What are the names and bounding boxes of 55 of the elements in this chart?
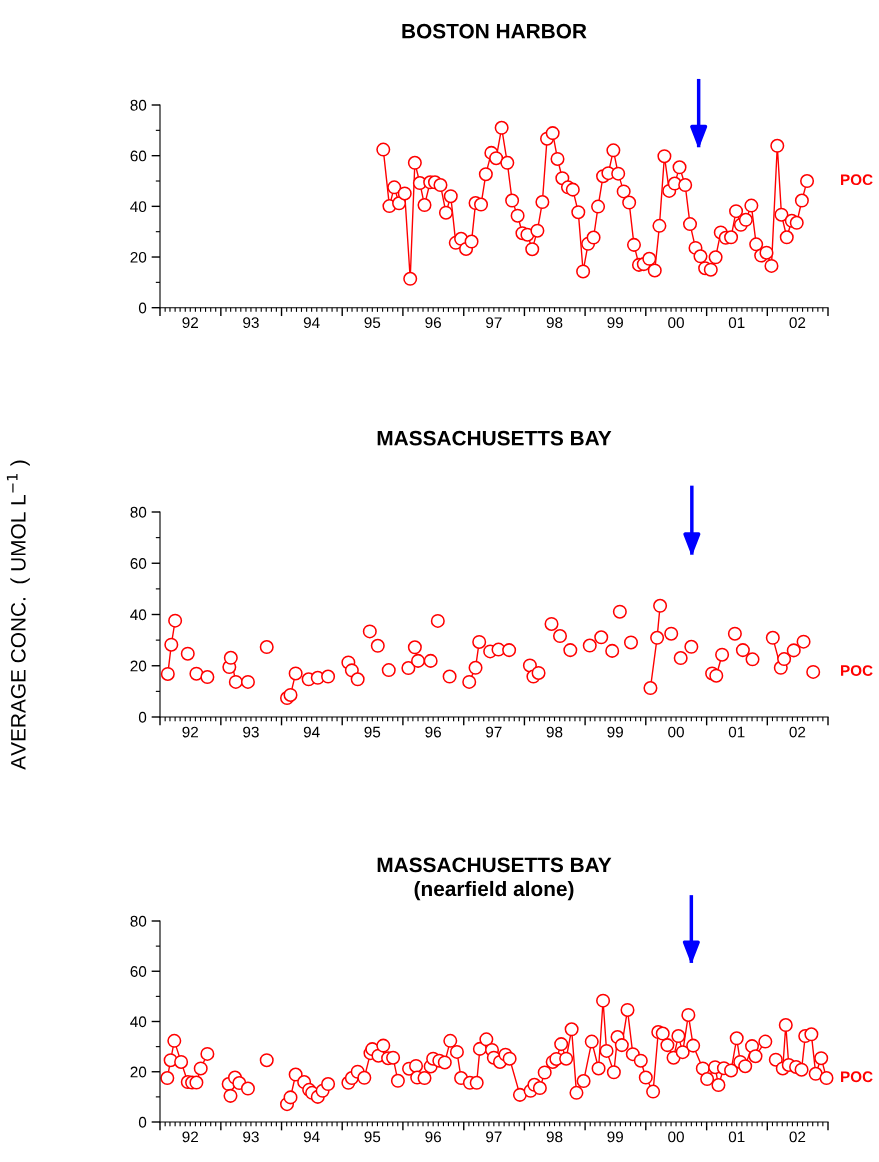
x-tick-label: 94 [303,317,320,329]
x-tick-label: 96 [425,726,441,738]
chart-title: MASSACHUSETTS BAY (nearfield alone) [377,857,612,901]
x-tick-label: 02 [789,317,806,329]
series-label: POC [841,174,873,186]
x-tick-label: 94 [303,726,320,738]
x-tick-label: 94 [303,1131,320,1143]
x-tick-label: 01 [728,317,745,329]
x-tick-label: 95 [364,726,381,738]
y-tick-label: 60 [130,150,147,162]
x-tick-label: 99 [607,726,623,738]
x-tick-label: 92 [182,1131,198,1143]
y-tick-label: 60 [130,966,147,977]
y-tick-label: 40 [130,201,147,213]
chart-title: BOSTON HARBOR [402,23,587,39]
x-tick-label: 01 [728,726,745,738]
y-tick-label: 40 [130,1016,147,1028]
x-tick-label: 00 [668,726,684,738]
y-tick-label: 40 [130,609,147,621]
x-tick-label: 98 [546,1131,563,1143]
x-tick-label: 99 [607,317,623,329]
x-tick-label: 93 [243,1131,259,1143]
x-tick-label: 92 [182,726,198,738]
y-tick-label: 80 [130,99,147,111]
x-tick-label: 98 [546,317,563,329]
chart-title: MASSACHUSETTS BAY [377,430,612,446]
x-tick-label: 95 [364,317,381,329]
y-tick-label: 0 [138,711,147,723]
y-tick-label: 20 [130,251,147,263]
x-tick-label: 00 [668,1131,684,1143]
x-tick-label: 93 [243,317,259,329]
y-tick-label: 80 [130,915,147,927]
x-tick-label: 96 [425,1131,441,1143]
x-tick-label: 01 [728,1131,745,1143]
x-tick-label: 02 [789,726,806,738]
x-tick-label: 97 [486,1131,502,1143]
y-tick-label: 20 [130,1066,147,1078]
x-tick-label: 97 [486,726,502,738]
x-tick-label: 93 [243,726,259,738]
x-tick-label: 97 [486,317,502,329]
x-tick-label: 95 [364,1131,381,1143]
series-label: POC [841,1071,873,1083]
y-tick-label: 0 [138,302,147,314]
x-tick-label: 00 [668,317,684,329]
y-axis-title: AVERAGE CONC. ( UMOL L$^{−1}$ ) [6,460,30,770]
x-tick-label: 99 [607,1131,623,1143]
x-tick-label: 02 [789,1131,806,1143]
y-tick-label: 0 [138,1116,147,1128]
x-tick-label: 98 [546,726,563,738]
x-tick-label: 96 [425,317,441,329]
y-tick-label: 20 [130,660,147,672]
x-tick-label: 92 [182,317,198,329]
series-label: POC [841,665,873,676]
y-tick-label: 60 [130,558,147,569]
y-tick-label: 80 [130,506,147,518]
